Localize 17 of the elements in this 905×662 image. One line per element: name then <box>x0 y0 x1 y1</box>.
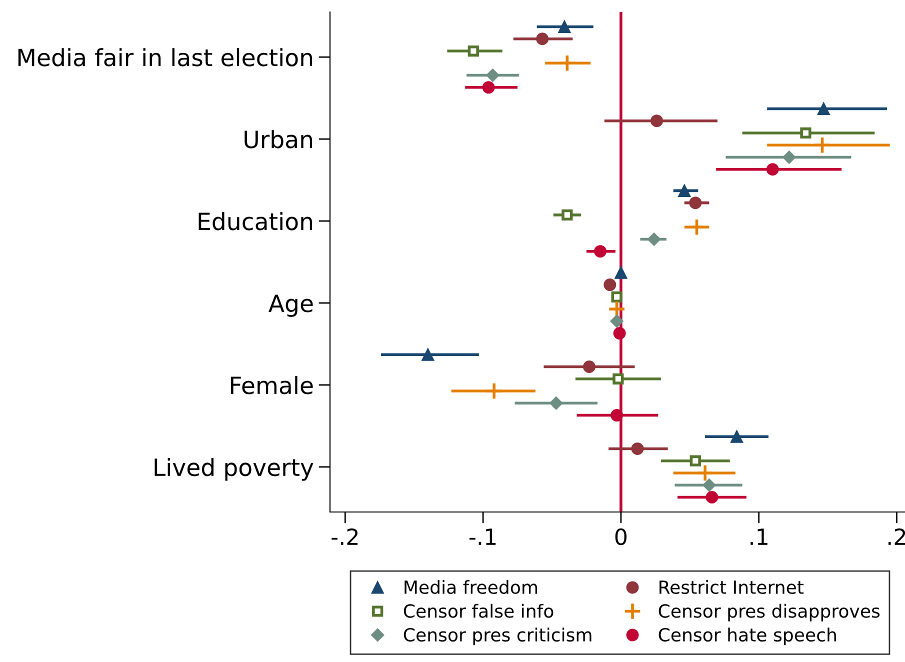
x-tick-label: -.2 <box>332 528 358 545</box>
legend-label: Censor false info <box>404 604 554 618</box>
y-tick-label: Female <box>230 376 313 394</box>
legend-label: Restrict Internet <box>660 580 804 594</box>
legend-label: Censor hate speech <box>658 628 836 646</box>
legend-label: Censor pres disapproves <box>658 604 880 622</box>
legend-label: Censor pres criticism <box>404 628 592 646</box>
y-tick-label: Age <box>268 294 313 317</box>
y-tick-label: Education <box>198 212 312 230</box>
legend-label: Media freedom <box>404 580 538 594</box>
x-tick-label: .2 <box>888 528 905 545</box>
y-tick-label: Urban <box>244 130 312 148</box>
x-tick-label: 0 <box>615 528 627 546</box>
x-tick-label: .1 <box>750 528 768 545</box>
y-tick-label: Media fair in last election <box>18 48 312 66</box>
y-tick-label: Lived poverty <box>154 458 314 481</box>
x-tick-label: -.1 <box>470 528 496 545</box>
